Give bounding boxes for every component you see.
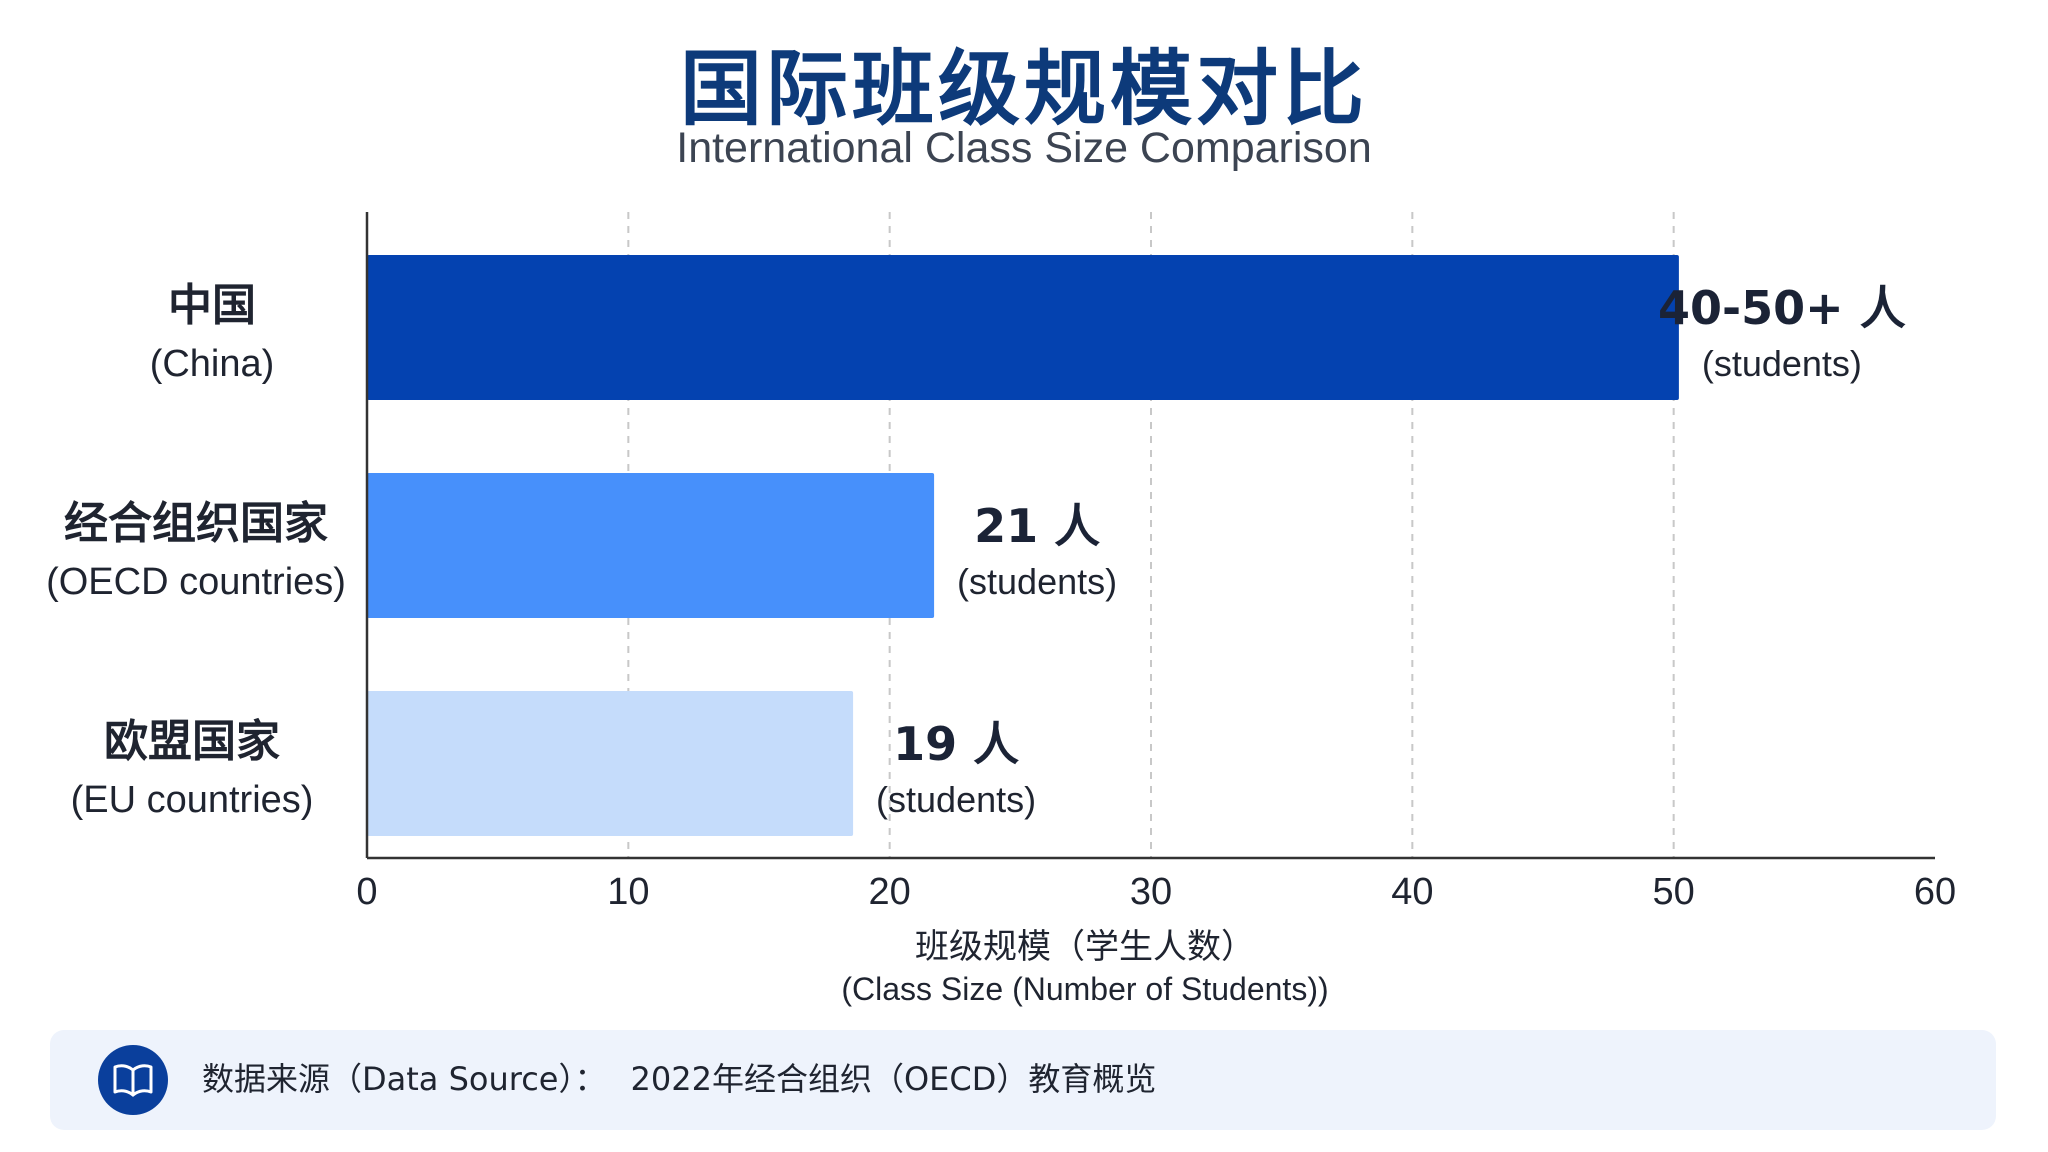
- data-label-unit: (students): [957, 561, 1117, 602]
- category-label-zh: 中国: [168, 280, 256, 331]
- x-tick-label: 20: [869, 871, 911, 913]
- data-labels: 40-50+ 人 (students) 21 人 (students) 19 人 (stu…: [876, 281, 1906, 820]
- data-label-value: 21 人: [974, 499, 1100, 553]
- bars: [367, 255, 1679, 836]
- x-tick-labels: 0 10 20 30 40 50 60: [356, 871, 1956, 913]
- x-tick-label: 40: [1391, 871, 1433, 913]
- data-source-text: 数据来源（Data Source）： 2022年经合组织（OECD）教育概览: [202, 1054, 1156, 1100]
- bar-chart: 0 10 20 30 40 50 60 中国 (China) 经合组织国家 (OECD count…: [46, 212, 1956, 1007]
- bar: [367, 691, 854, 836]
- data-label-value: 19 人: [893, 717, 1019, 771]
- x-tick-label: 30: [1130, 871, 1172, 913]
- x-axis-title-en: (Class Size (Number of Students)): [841, 971, 1328, 1007]
- data-label-unit: (students): [1702, 343, 1862, 384]
- bar: [367, 255, 1679, 400]
- x-tick-label: 50: [1653, 871, 1695, 913]
- data-source-panel: 数据来源（Data Source）： 2022年经合组织（OECD）教育概览: [50, 1030, 1996, 1130]
- chart-subtitle: International Class Size Comparison: [676, 124, 1372, 172]
- data-label-value: 40-50+ 人: [1658, 281, 1906, 335]
- x-tick-label: 0: [356, 871, 377, 913]
- data-source-label: 数据来源（Data Source）：: [202, 1060, 607, 1098]
- category-label-en: (OECD countries): [46, 561, 346, 603]
- x-axis-title: 班级规模（学生人数）: [915, 927, 1255, 967]
- category-label-en: (China): [150, 343, 275, 385]
- category-label-en: (EU countries): [71, 779, 314, 821]
- chart-title: 国际班级规模对比: [679, 42, 1368, 137]
- category-label-zh: 经合组织国家: [64, 498, 328, 549]
- data-source-value: 2022年经合组织（OECD）教育概览: [630, 1060, 1157, 1098]
- category-labels: 中国 (China) 经合组织国家 (OECD countries) 欧盟国家 (EU c…: [46, 280, 346, 821]
- bar: [367, 473, 935, 618]
- x-tick-label: 10: [607, 871, 649, 913]
- data-label-unit: (students): [876, 779, 1036, 820]
- open-book-icon: [98, 1045, 168, 1115]
- x-tick-label: 60: [1914, 871, 1956, 913]
- category-label-zh: 欧盟国家: [104, 716, 280, 767]
